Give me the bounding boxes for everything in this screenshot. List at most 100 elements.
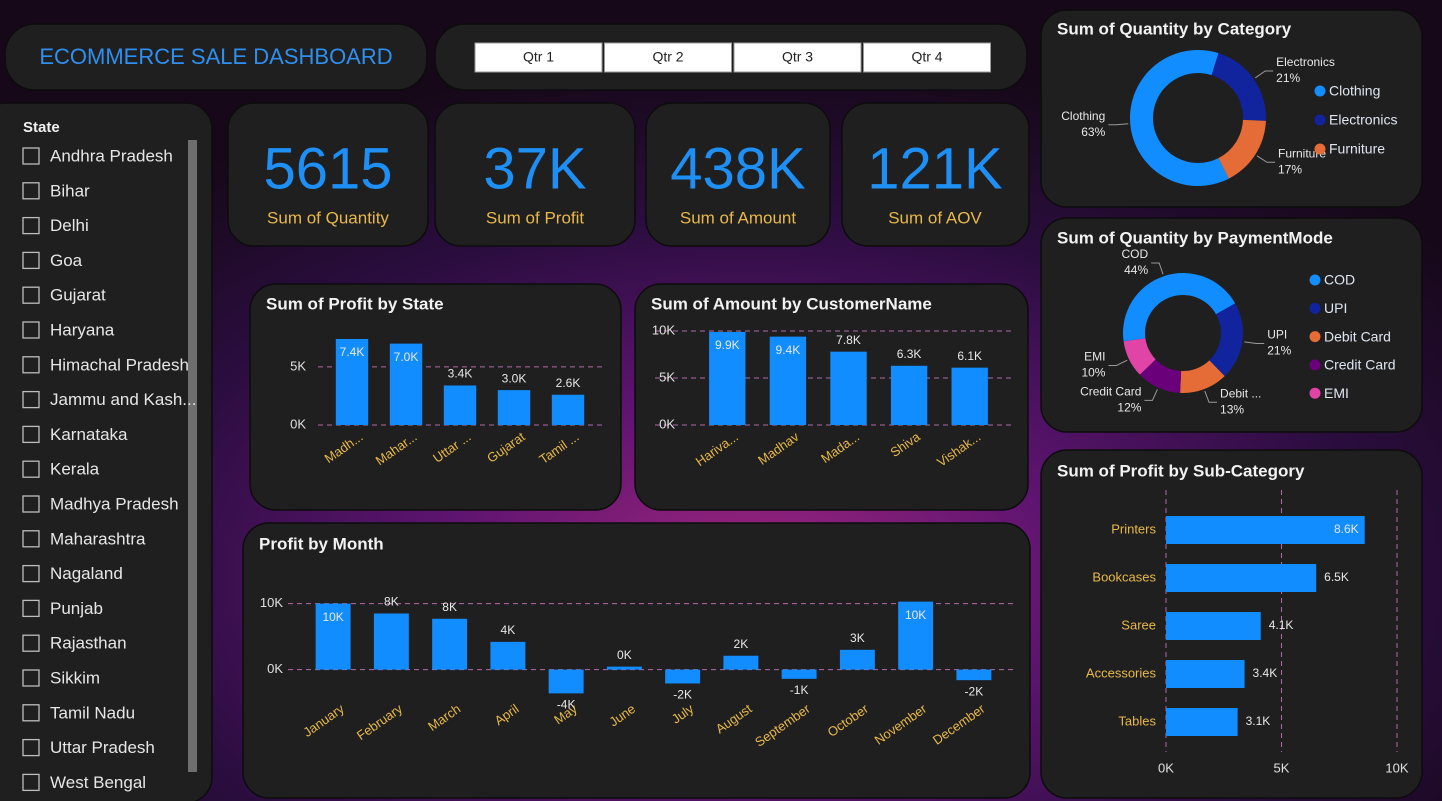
checkbox[interactable] bbox=[22, 738, 40, 757]
bar bbox=[723, 655, 759, 670]
checkbox[interactable] bbox=[22, 669, 40, 687]
checkbox[interactable] bbox=[22, 321, 40, 339]
data-label: 3.1K bbox=[1246, 714, 1271, 728]
bar bbox=[315, 603, 351, 670]
state-option[interactable]: Himachal Pradesh bbox=[50, 355, 189, 374]
data-label: 10K bbox=[322, 610, 343, 624]
checkbox[interactable] bbox=[22, 147, 40, 165]
data-label: 44% bbox=[1124, 263, 1148, 277]
checkbox[interactable] bbox=[22, 704, 40, 722]
state-option[interactable]: Sikkim bbox=[50, 668, 100, 687]
donut-slice bbox=[1139, 359, 1182, 393]
data-label: 2.6K bbox=[556, 376, 581, 390]
quarter-label[interactable]: Qtr 4 bbox=[911, 49, 942, 65]
data-label: 17% bbox=[1278, 162, 1302, 176]
quarter-label[interactable]: Qtr 2 bbox=[652, 49, 683, 65]
bar bbox=[769, 336, 807, 425]
kpi-caption: Sum of Quantity bbox=[267, 208, 389, 227]
state-option[interactable]: Bihar bbox=[50, 181, 90, 200]
checkbox[interactable] bbox=[22, 634, 40, 652]
checkbox[interactable] bbox=[22, 182, 40, 200]
bar bbox=[1166, 612, 1261, 640]
legend-marker bbox=[1309, 387, 1321, 399]
data-label: 6.5K bbox=[1324, 570, 1349, 584]
leader-line bbox=[1256, 155, 1276, 163]
state-option[interactable]: Jammu and Kash... bbox=[50, 390, 196, 409]
donut-slice bbox=[1209, 303, 1243, 377]
state-option[interactable]: Uttar Pradesh bbox=[50, 738, 155, 757]
slice-label: Electronics bbox=[1276, 55, 1335, 69]
data-label: 3K bbox=[850, 631, 865, 645]
data-label: -2K bbox=[673, 688, 692, 702]
legend-label: Clothing bbox=[1329, 83, 1380, 99]
bar bbox=[951, 367, 988, 425]
quarter-button[interactable] bbox=[863, 42, 991, 73]
state-option[interactable]: Andhra Pradesh bbox=[50, 146, 173, 165]
checkbox[interactable] bbox=[22, 773, 40, 792]
kpi-value: 5615 bbox=[263, 136, 392, 201]
state-option[interactable]: Nagaland bbox=[50, 564, 123, 583]
quarter-button[interactable] bbox=[604, 42, 732, 73]
data-label: 10% bbox=[1081, 366, 1105, 380]
state-option[interactable]: West Bengal bbox=[50, 773, 146, 792]
checkbox[interactable] bbox=[22, 286, 40, 304]
bar bbox=[490, 641, 526, 670]
state-option[interactable]: Kerala bbox=[50, 460, 100, 479]
quarter-button[interactable] bbox=[474, 42, 603, 73]
y-tick-label: 0K bbox=[290, 416, 306, 431]
legend-label: Credit Card bbox=[1324, 357, 1396, 373]
legend-marker bbox=[1309, 331, 1321, 343]
leader-line bbox=[1204, 390, 1218, 403]
y-tick-label: 5K bbox=[290, 358, 306, 373]
legend-label: COD bbox=[1324, 272, 1355, 288]
bar bbox=[665, 669, 701, 684]
state-option[interactable]: Maharashtra bbox=[50, 529, 146, 548]
data-label: 7.0K bbox=[394, 350, 419, 364]
y-tick-label: 0K bbox=[659, 416, 675, 431]
checkbox[interactable] bbox=[22, 216, 40, 235]
checkbox[interactable] bbox=[22, 530, 40, 548]
chart-title: Sum of Quantity by Category bbox=[1057, 19, 1292, 38]
data-label: 21% bbox=[1276, 71, 1300, 85]
quarter-label[interactable]: Qtr 1 bbox=[523, 49, 554, 65]
state-option[interactable]: Tamil Nadu bbox=[50, 703, 135, 722]
state-option[interactable]: Punjab bbox=[50, 599, 103, 618]
data-label: 8.6K bbox=[1334, 522, 1359, 536]
checkbox[interactable] bbox=[22, 390, 40, 409]
legend-label: UPI bbox=[1324, 300, 1347, 316]
state-option[interactable]: Karnataka bbox=[50, 425, 128, 444]
checkbox[interactable] bbox=[22, 251, 40, 270]
checkbox[interactable] bbox=[22, 495, 40, 513]
data-label: 2K bbox=[734, 637, 749, 651]
state-option[interactable]: Delhi bbox=[50, 216, 89, 235]
data-label: -1K bbox=[790, 683, 809, 697]
checkbox[interactable] bbox=[22, 564, 40, 583]
state-option[interactable]: Madhya Pradesh bbox=[50, 494, 179, 513]
scrollbar[interactable] bbox=[188, 140, 197, 772]
checkbox[interactable] bbox=[22, 356, 40, 374]
legend-marker bbox=[1314, 85, 1326, 97]
slice-label: Clothing bbox=[1061, 109, 1105, 123]
checkbox[interactable] bbox=[22, 425, 40, 444]
state-option[interactable]: Haryana bbox=[50, 320, 115, 339]
quarter-button[interactable] bbox=[733, 42, 862, 73]
bar bbox=[898, 601, 934, 670]
bar bbox=[830, 351, 867, 425]
bar bbox=[956, 669, 992, 681]
state-option[interactable]: Goa bbox=[50, 251, 83, 270]
slice-label: Debit ... bbox=[1220, 386, 1261, 400]
data-label: 4K bbox=[501, 623, 516, 637]
state-option[interactable]: Rajasthan bbox=[50, 634, 127, 653]
bar bbox=[497, 390, 531, 425]
data-label: 7.4K bbox=[340, 345, 365, 359]
checkbox[interactable] bbox=[22, 460, 40, 478]
kpi-panel bbox=[645, 102, 831, 247]
y-tick-label: Saree bbox=[1121, 617, 1156, 632]
state-option[interactable]: Gujarat bbox=[50, 286, 106, 305]
slice-label: EMI bbox=[1084, 350, 1105, 364]
quarter-label[interactable]: Qtr 3 bbox=[782, 49, 813, 65]
slicer-list: Andhra Pradesh Bihar Delhi Goa Gujarat Haryan… bbox=[22, 146, 196, 792]
checkbox[interactable] bbox=[22, 599, 40, 618]
dashboard-title: ECOMMERCE SALE DASHBOARD bbox=[39, 44, 392, 69]
kpi-caption: Sum of Amount bbox=[680, 208, 797, 227]
